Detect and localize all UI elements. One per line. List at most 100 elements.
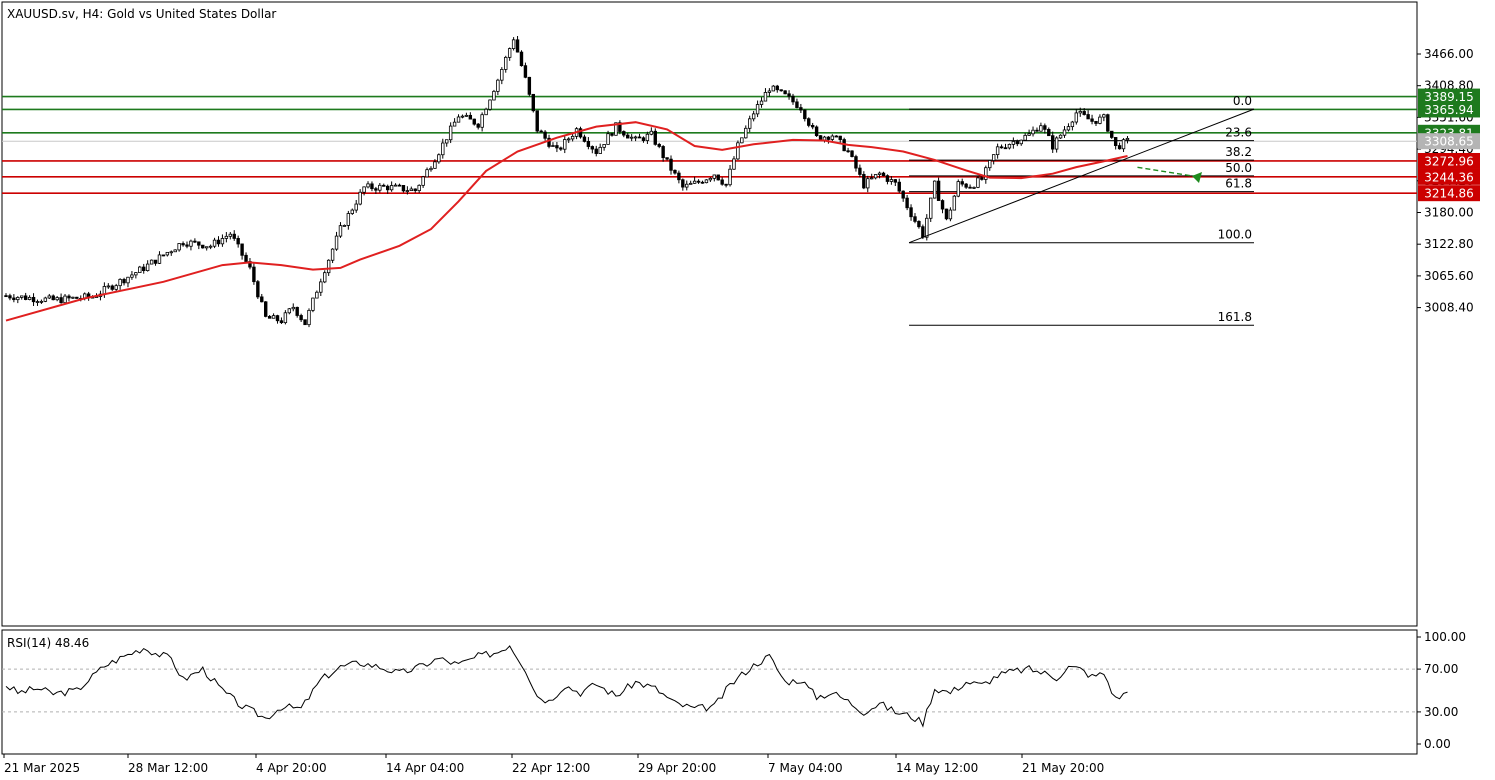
bearish-candle (913, 216, 917, 222)
bullish-candle (43, 297, 48, 302)
time-axis-label: 4 Apr 20:00 (256, 761, 327, 775)
bullish-candle (362, 186, 366, 193)
bullish-candle (732, 158, 736, 170)
bullish-candle (614, 122, 618, 136)
bearish-candle (810, 124, 815, 128)
bullish-candle (1011, 141, 1016, 145)
bullish-candle (1125, 137, 1130, 141)
bullish-candle (425, 169, 429, 178)
bullish-candle (177, 243, 181, 251)
bullish-candle (570, 135, 575, 140)
bullish-candle (948, 209, 953, 220)
bullish-candle (771, 85, 776, 92)
bullish-candle (330, 248, 335, 261)
bearish-candle (783, 90, 787, 95)
bearish-candle (814, 126, 819, 137)
bullish-candle (433, 161, 437, 169)
bearish-candle (669, 158, 673, 171)
price-axis[interactable]: 3466.003408.803351.603294.403237.203180.… (1417, 47, 1474, 315)
time-axis[interactable]: 21 Mar 2025 28 Mar 12:00 4 Apr 20:00 14 Apr… (3, 754, 1104, 775)
bullish-candle (118, 278, 122, 287)
bearish-candle (4, 295, 8, 298)
price-pane[interactable]: 0.0 23.6 38.2 50.0 61.8 100.0 161.8 XAUUSD.sv,… (1, 1, 1418, 627)
bullish-candle (504, 56, 508, 70)
bullish-candle (889, 179, 894, 182)
bearish-candle (862, 174, 866, 189)
bullish-candle (405, 190, 410, 192)
rsi-axis-label: 70.00 (1424, 662, 1458, 676)
bearish-candle (543, 131, 547, 139)
time-axis-label: 22 Apr 12:00 (512, 761, 590, 775)
ascending-trendline[interactable] (908, 108, 1255, 244)
bullish-candle (956, 181, 960, 197)
bearish-candle (535, 110, 539, 132)
bearish-candle (799, 107, 803, 111)
bullish-candle (1078, 111, 1082, 114)
bullish-candle (157, 254, 162, 264)
bearish-candle (385, 185, 390, 191)
bearish-candle (1015, 141, 1019, 145)
bearish-candle (12, 297, 16, 301)
bearish-candle (1051, 135, 1055, 150)
bearish-candle (264, 301, 268, 317)
bearish-candle (370, 183, 374, 190)
bullish-candle (460, 115, 465, 118)
bearish-candle (716, 174, 720, 181)
bearish-candle (590, 146, 595, 150)
bearish-candle (161, 254, 166, 257)
bullish-candle (492, 90, 496, 101)
bullish-candle (20, 295, 24, 298)
bullish-candle (27, 296, 32, 300)
fib-level-label: 100.0 (1218, 228, 1252, 242)
fibonacci-retracement[interactable]: 0.0 23.6 38.2 50.0 61.8 100.0 161.8 (909, 94, 1254, 326)
bullish-candle (389, 185, 394, 191)
bearish-candle (905, 197, 909, 209)
bullish-candle (1058, 134, 1063, 139)
bullish-candle (138, 266, 142, 273)
bullish-candle (598, 146, 602, 154)
bearish-candle (232, 233, 236, 239)
bullish-arrow-line[interactable] (1137, 166, 1200, 178)
resistance-level-price-tag (1418, 101, 1480, 118)
bearish-candle (476, 123, 480, 128)
bullish-candle (751, 113, 756, 120)
bearish-candle (661, 146, 665, 159)
bearish-candle (586, 141, 591, 147)
bearish-candle (940, 200, 945, 210)
bullish-candle (1023, 134, 1027, 141)
bullish-candle (685, 183, 689, 188)
bearish-candle (893, 179, 898, 183)
bearish-candle (75, 296, 79, 299)
bearish-candle (531, 93, 535, 112)
drawing-tools-layer[interactable] (908, 108, 1255, 244)
bullish-candle (972, 186, 976, 189)
bearish-candle (468, 114, 473, 120)
bearish-candle (8, 295, 12, 299)
bearish-candle (885, 175, 890, 182)
bearish-candle (559, 147, 563, 150)
bearish-candle (539, 130, 543, 133)
bullish-candle (271, 315, 276, 319)
bullish-candle (688, 182, 693, 185)
bullish-candle (567, 138, 571, 141)
bullish-candle (445, 139, 449, 144)
time-axis-label: 21 Mar 2025 (4, 761, 80, 775)
bullish-candle (130, 274, 134, 278)
bullish-candle (748, 118, 752, 129)
bullish-candle (629, 136, 634, 139)
bearish-candle (622, 131, 626, 136)
bearish-candle (834, 135, 838, 138)
bearish-candle (960, 181, 964, 185)
bullish-candle (220, 238, 225, 245)
rsi-pane[interactable]: RSI(14) 48.46 (1, 629, 1418, 755)
bullish-candle (358, 191, 362, 205)
bullish-candle (744, 127, 748, 139)
bearish-candle (787, 93, 791, 97)
bearish-candle (275, 315, 280, 322)
bearish-candle (582, 136, 587, 142)
level-price-labels: 3389.153365.943323.813272.963244.363214.… (1418, 88, 1480, 202)
time-axis-label: 28 Mar 12:00 (128, 761, 208, 775)
bearish-candle (193, 240, 197, 243)
support-level-price-tag (1418, 152, 1480, 169)
